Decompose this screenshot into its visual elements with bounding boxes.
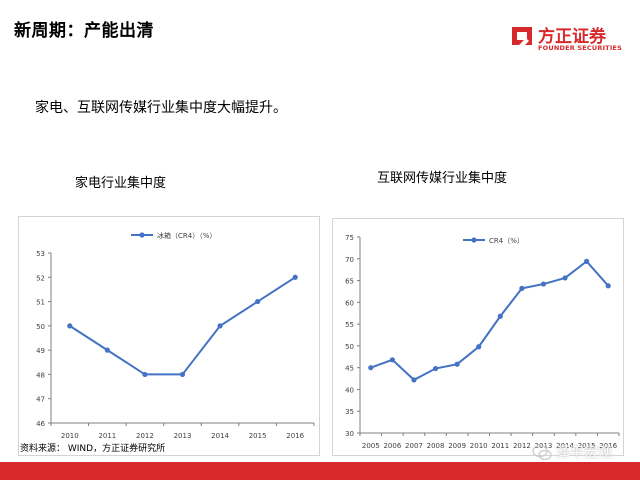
media-chart-data-point [476, 344, 482, 350]
appliance-chart-y-tick-label: 53 [36, 250, 45, 258]
appliance-chart-x-tick-label: 2015 [249, 432, 267, 440]
appliance-chart-data-point [217, 323, 223, 329]
appliance-chart-y-tick-label: 51 [36, 299, 45, 307]
media-chart-y-tick-label: 65 [345, 278, 354, 286]
media-chart-y-tick-label: 60 [345, 299, 354, 307]
media-chart-y-tick-label: 35 [345, 408, 354, 416]
appliance-chart-data-point [179, 371, 186, 378]
brand-logo: 方正证券 FOUNDER SECURITIES [508, 22, 628, 56]
media-chart-y-tick-label: 75 [345, 234, 354, 242]
logo-chinese-name: 方正证券 [538, 27, 606, 47]
appliance-chart-legend-label: 冰箱（CR4）（%） [157, 231, 216, 240]
appliance-chart-y-tick-label: 47 [36, 396, 45, 404]
media-chart-y-tick-label: 70 [345, 256, 354, 264]
appliance-chart-x-tick-label: 2014 [211, 432, 229, 440]
slide-subtitle: 家电、互联网传媒行业集中度大幅提升。 [35, 100, 287, 116]
appliance-chart-data-point [292, 274, 298, 280]
appliance-chart-x-tick-label: 2010 [61, 432, 79, 440]
media-chart-y-tick-label: 30 [345, 430, 354, 438]
media-chart-x-tick-label: 2012 [513, 442, 531, 450]
media-chart-data-point [389, 357, 395, 363]
media-chart-data-point [605, 283, 611, 289]
appliance-chart-y-tick-label: 49 [36, 347, 45, 355]
appliance-chart-y-tick-label: 46 [36, 420, 45, 428]
media-chart-legend-label: CR4（%） [489, 237, 524, 245]
page-title: 新周期：产能出清 [14, 21, 154, 41]
chart-title-appliance: 家电行业集中度 [75, 176, 167, 191]
footer-red-bar [0, 462, 640, 480]
media-chart-legend-marker [471, 237, 477, 243]
media-chart-x-tick-label: 2008 [427, 442, 445, 450]
media-chart-x-tick-label: 2009 [448, 442, 466, 450]
appliance-chart-data-point [67, 323, 73, 329]
media-chart-data-point [540, 281, 547, 287]
media-chart-x-tick-label: 2016 [599, 442, 617, 450]
media-chart-data-point [454, 361, 460, 367]
internet-media-concentration-chart: 30 35 40 45 50 55 60 65 70 75 2005 2006 2007 2008 2009… [345, 234, 620, 450]
watermark-text: 泽平宏观 [556, 445, 612, 461]
chart-title-internet-media: 互联网传媒行业集中度 [377, 171, 508, 186]
media-chart-x-tick-label: 2007 [405, 442, 423, 450]
appliance-chart-legend-marker [139, 232, 145, 238]
media-chart-data-point [519, 285, 525, 291]
watermark: 泽平宏观 [532, 440, 632, 470]
wechat-icon [532, 444, 552, 461]
media-chart-y-tick-label: 55 [345, 321, 354, 329]
appliance-chart-y-tick-label: 50 [36, 323, 45, 331]
media-chart-data-point [497, 313, 503, 319]
media-chart-y-tick-label: 45 [345, 365, 354, 373]
media-chart-y-tick-label: 50 [345, 343, 354, 351]
logo-english-name: FOUNDER SECURITIES [538, 44, 622, 52]
media-chart-y-tick-label: 40 [345, 386, 354, 394]
appliance-chart-x-tick-label: 2012 [136, 432, 154, 440]
appliance-chart-data-point [142, 371, 148, 378]
media-chart-x-tick-label: 2010 [470, 442, 488, 450]
appliance-chart-data-point [255, 298, 261, 305]
media-chart-x-tick-label: 2015 [578, 442, 596, 450]
appliance-chart-y-tick-label: 48 [36, 371, 45, 379]
media-chart-data-point [562, 275, 568, 281]
appliance-chart-x-tick-label: 2016 [286, 432, 304, 440]
media-chart-x-tick-label: 2006 [383, 442, 401, 450]
appliance-chart-x-tick-label: 2013 [174, 432, 192, 440]
source-note: 资料来源： WIND，方正证券研究所 [20, 444, 166, 454]
appliance-chart-y-tick-label: 52 [36, 274, 45, 282]
media-chart-x-tick-label: 2005 [362, 442, 380, 450]
appliance-chart-x-tick-label: 2011 [98, 432, 116, 440]
media-chart-data-point [368, 365, 374, 371]
media-chart-x-tick-label: 2011 [491, 442, 509, 450]
founder-logo-icon [512, 27, 532, 45]
media-chart-x-tick-label: 2014 [556, 442, 574, 450]
appliance-chart-data-point [104, 347, 110, 353]
media-chart-data-point [584, 258, 590, 264]
media-chart-data-point [432, 365, 439, 372]
appliance-chart-series-line [69, 276, 296, 376]
media-chart-data-point [411, 377, 417, 383]
media-chart-series-line [370, 260, 609, 382]
appliance-concentration-chart: 46 47 48 49 50 51 52 53 2010 2011 2012 2013 2014 2015… [36, 231, 315, 440]
chart-frame-internet-media: 30 35 40 45 50 55 60 65 70 75 2005 2006 2007 2008 2009… [332, 218, 624, 456]
chart-frame-appliance: 46 47 48 49 50 51 52 53 2010 2011 2012 2013 2014 2015… [18, 216, 320, 456]
